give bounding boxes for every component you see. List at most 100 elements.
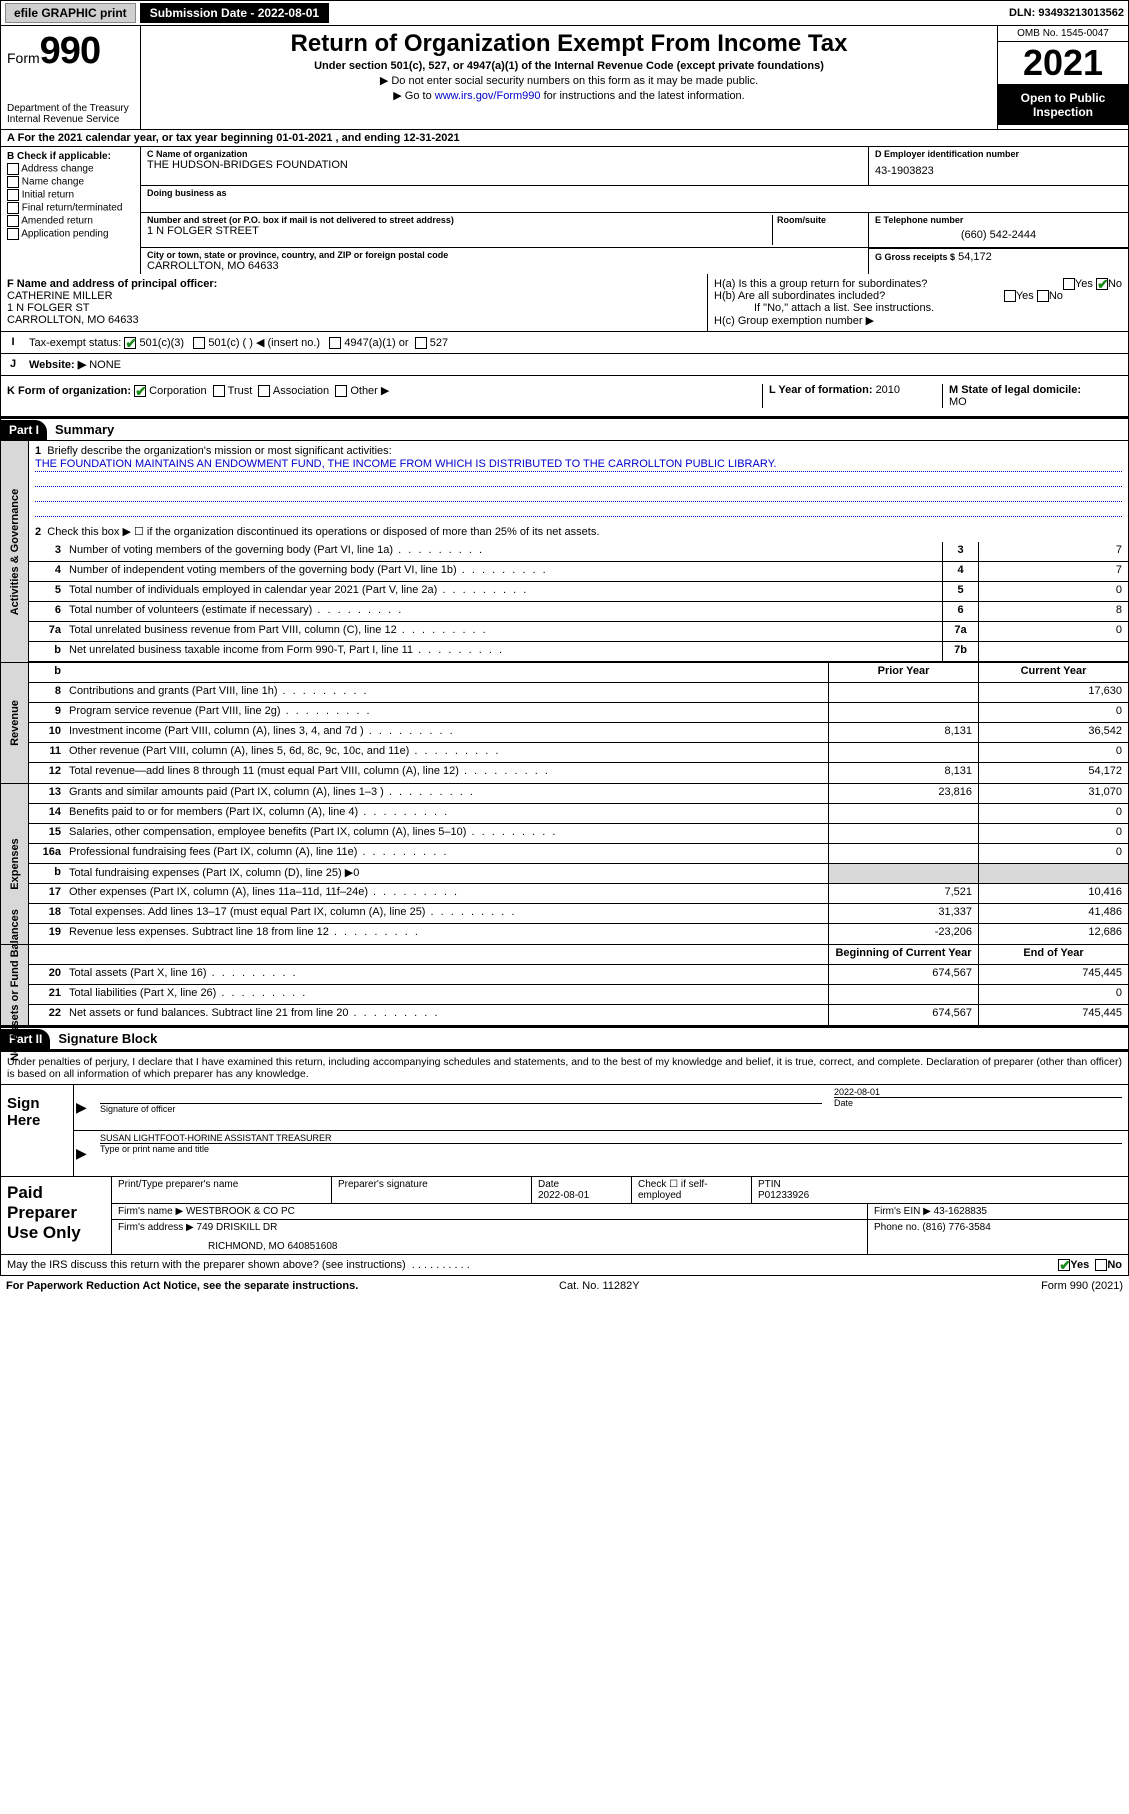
paid-preparer-block: Paid Preparer Use Only Print/Type prepar… <box>0 1177 1129 1255</box>
h-c: H(c) Group exemption number ▶ <box>714 314 1122 327</box>
label-city: City or town, state or province, country… <box>147 250 862 260</box>
label-phone: E Telephone number <box>875 215 1122 225</box>
chk-4947[interactable] <box>329 337 341 349</box>
sig-date: 2022-08-01 <box>834 1087 1122 1097</box>
chk-initial-return[interactable] <box>7 189 19 201</box>
chk-501c3[interactable] <box>124 337 136 349</box>
section-net-assets: Net Assets or Fund Balances Beginning of… <box>0 944 1129 1026</box>
year-formation: 2010 <box>876 384 900 396</box>
col-prior-year: Prior Year <box>828 663 978 682</box>
line-2: 2 Check this box ▶ ☐ if the organization… <box>29 521 1128 542</box>
phone-value: (660) 542-2444 <box>875 225 1122 245</box>
row-klm: K Form of organization: Corporation Trus… <box>0 376 1129 417</box>
tab-governance: Activities & Governance <box>9 488 21 615</box>
open-public-badge: Open to Public Inspection <box>998 85 1128 125</box>
irs-link[interactable]: www.irs.gov/Form990 <box>435 90 541 102</box>
sig-date-label: Date <box>834 1097 1122 1108</box>
sign-here-label: Sign Here <box>1 1085 73 1176</box>
section-expenses: Expenses 13 Grants and similar amounts p… <box>0 783 1129 944</box>
table-row: 7a Total unrelated business revenue from… <box>29 622 1128 642</box>
chk-application-pending[interactable] <box>7 228 19 240</box>
chk-name-change[interactable] <box>7 176 19 188</box>
table-row: 15 Salaries, other compensation, employe… <box>29 824 1128 844</box>
form-subtitle: Under section 501(c), 527, or 4947(a)(1)… <box>145 60 993 72</box>
table-row: 10 Investment income (Part VIII, column … <box>29 723 1128 743</box>
firm-addr2: RICHMOND, MO 640851608 <box>118 1233 861 1252</box>
website-value: NONE <box>89 359 121 371</box>
tax-year: 2021 <box>998 42 1128 85</box>
prep-date: 2022-08-01 <box>538 1190 589 1201</box>
ein-value: 43-1903823 <box>875 159 1122 183</box>
h-a: H(a) Is this a group return for subordin… <box>714 278 1122 290</box>
table-row: 18 Total expenses. Add lines 13–17 (must… <box>29 904 1128 924</box>
chk-527[interactable] <box>415 337 427 349</box>
label-org-name: C Name of organization <box>147 149 862 159</box>
gross-receipts: 54,172 <box>958 251 992 263</box>
firm-phone: (816) 776-3584 <box>922 1222 990 1233</box>
table-row: 19 Revenue less expenses. Subtract line … <box>29 924 1128 944</box>
chk-assoc[interactable] <box>258 385 270 397</box>
chk-corp[interactable] <box>134 385 146 397</box>
chk-discuss-yes[interactable] <box>1058 1259 1070 1271</box>
table-row: 20 Total assets (Part X, line 16) 674,56… <box>29 965 1128 985</box>
col-current-year: Current Year <box>978 663 1128 682</box>
chk-ha-yes[interactable] <box>1063 278 1075 290</box>
table-row: 4 Number of independent voting members o… <box>29 562 1128 582</box>
type-name-label: Type or print name and title <box>100 1143 1122 1154</box>
tab-net: Net Assets or Fund Balances <box>9 909 21 1061</box>
part-1-header: Part I Summary <box>0 417 1129 441</box>
omb-number: OMB No. 1545-0047 <box>998 26 1128 42</box>
chk-ha-no[interactable] <box>1096 278 1108 290</box>
table-row: 13 Grants and similar amounts paid (Part… <box>29 784 1128 804</box>
officer-addr1: 1 N FOLGER ST <box>7 302 701 314</box>
table-row: b Net unrelated business taxable income … <box>29 642 1128 662</box>
label-gross: G Gross receipts $ <box>875 252 955 262</box>
officer-addr2: CARROLLTON, MO 64633 <box>7 314 701 326</box>
label-address: Number and street (or P.O. box if mail i… <box>147 215 772 225</box>
chk-501c[interactable] <box>193 337 205 349</box>
chk-address-change[interactable] <box>7 163 19 175</box>
col-end-year: End of Year <box>978 945 1128 964</box>
paid-preparer-label: Paid Preparer Use Only <box>1 1177 111 1254</box>
form-title: Return of Organization Exempt From Incom… <box>145 30 993 58</box>
officer-name: CATHERINE MILLER <box>7 290 701 302</box>
chk-hb-yes[interactable] <box>1004 290 1016 302</box>
form-header: Form990 Department of the Treasury Inter… <box>0 26 1129 130</box>
footer-line: For Paperwork Reduction Act Notice, see … <box>0 1276 1129 1296</box>
label-room: Room/suite <box>777 215 862 225</box>
chk-hb-no[interactable] <box>1037 290 1049 302</box>
form-note-2: ▶ Go to www.irs.gov/Form990 for instruct… <box>145 89 993 102</box>
table-row: 11 Other revenue (Part VIII, column (A),… <box>29 743 1128 763</box>
chk-discuss-no[interactable] <box>1095 1259 1107 1271</box>
signature-block: Under penalties of perjury, I declare th… <box>0 1050 1129 1177</box>
section-b: B Check if applicable: Address change Na… <box>1 147 141 274</box>
row-i: I Tax-exempt status: 501(c)(3) 501(c) ( … <box>0 332 1129 354</box>
chk-trust[interactable] <box>213 385 225 397</box>
line-a-tax-year: A For the 2021 calendar year, or tax yea… <box>0 130 1129 147</box>
block-f-h: F Name and address of principal officer:… <box>0 274 1129 332</box>
state-domicile: MO <box>949 396 967 408</box>
table-row: 5 Total number of individuals employed i… <box>29 582 1128 602</box>
table-row: 14 Benefits paid to or for members (Part… <box>29 804 1128 824</box>
h-self-employed: Check ☐ if self-employed <box>632 1177 752 1203</box>
ptin: P01233926 <box>758 1190 809 1201</box>
table-row: 9 Program service revenue (Part VIII, li… <box>29 703 1128 723</box>
efile-button[interactable]: efile GRAPHIC print <box>5 3 136 23</box>
section-revenue: Revenue b Prior Year Current Year 8 Cont… <box>0 662 1129 783</box>
line1-label: Briefly describe the organization's miss… <box>47 445 391 457</box>
arrow-icon: ▶ <box>74 1085 94 1130</box>
table-row: 21 Total liabilities (Part X, line 26) 0 <box>29 985 1128 1005</box>
tab-revenue: Revenue <box>9 700 21 746</box>
chk-other[interactable] <box>335 385 347 397</box>
top-bar: efile GRAPHIC print Submission Date - 20… <box>0 0 1129 26</box>
table-row: 6 Total number of volunteers (estimate i… <box>29 602 1128 622</box>
h-b-note: If "No," attach a list. See instructions… <box>714 302 1122 314</box>
table-row: 22 Net assets or fund balances. Subtract… <box>29 1005 1128 1025</box>
dln: DLN: 93493213013562 <box>1009 7 1124 19</box>
chk-amended[interactable] <box>7 215 19 227</box>
table-row: b Total fundraising expenses (Part IX, c… <box>29 864 1128 884</box>
h-preparer-sig: Preparer's signature <box>332 1177 532 1203</box>
chk-final-return[interactable] <box>7 202 19 214</box>
row-j: J Website: ▶ NONE <box>0 354 1129 376</box>
table-row: 8 Contributions and grants (Part VIII, l… <box>29 683 1128 703</box>
